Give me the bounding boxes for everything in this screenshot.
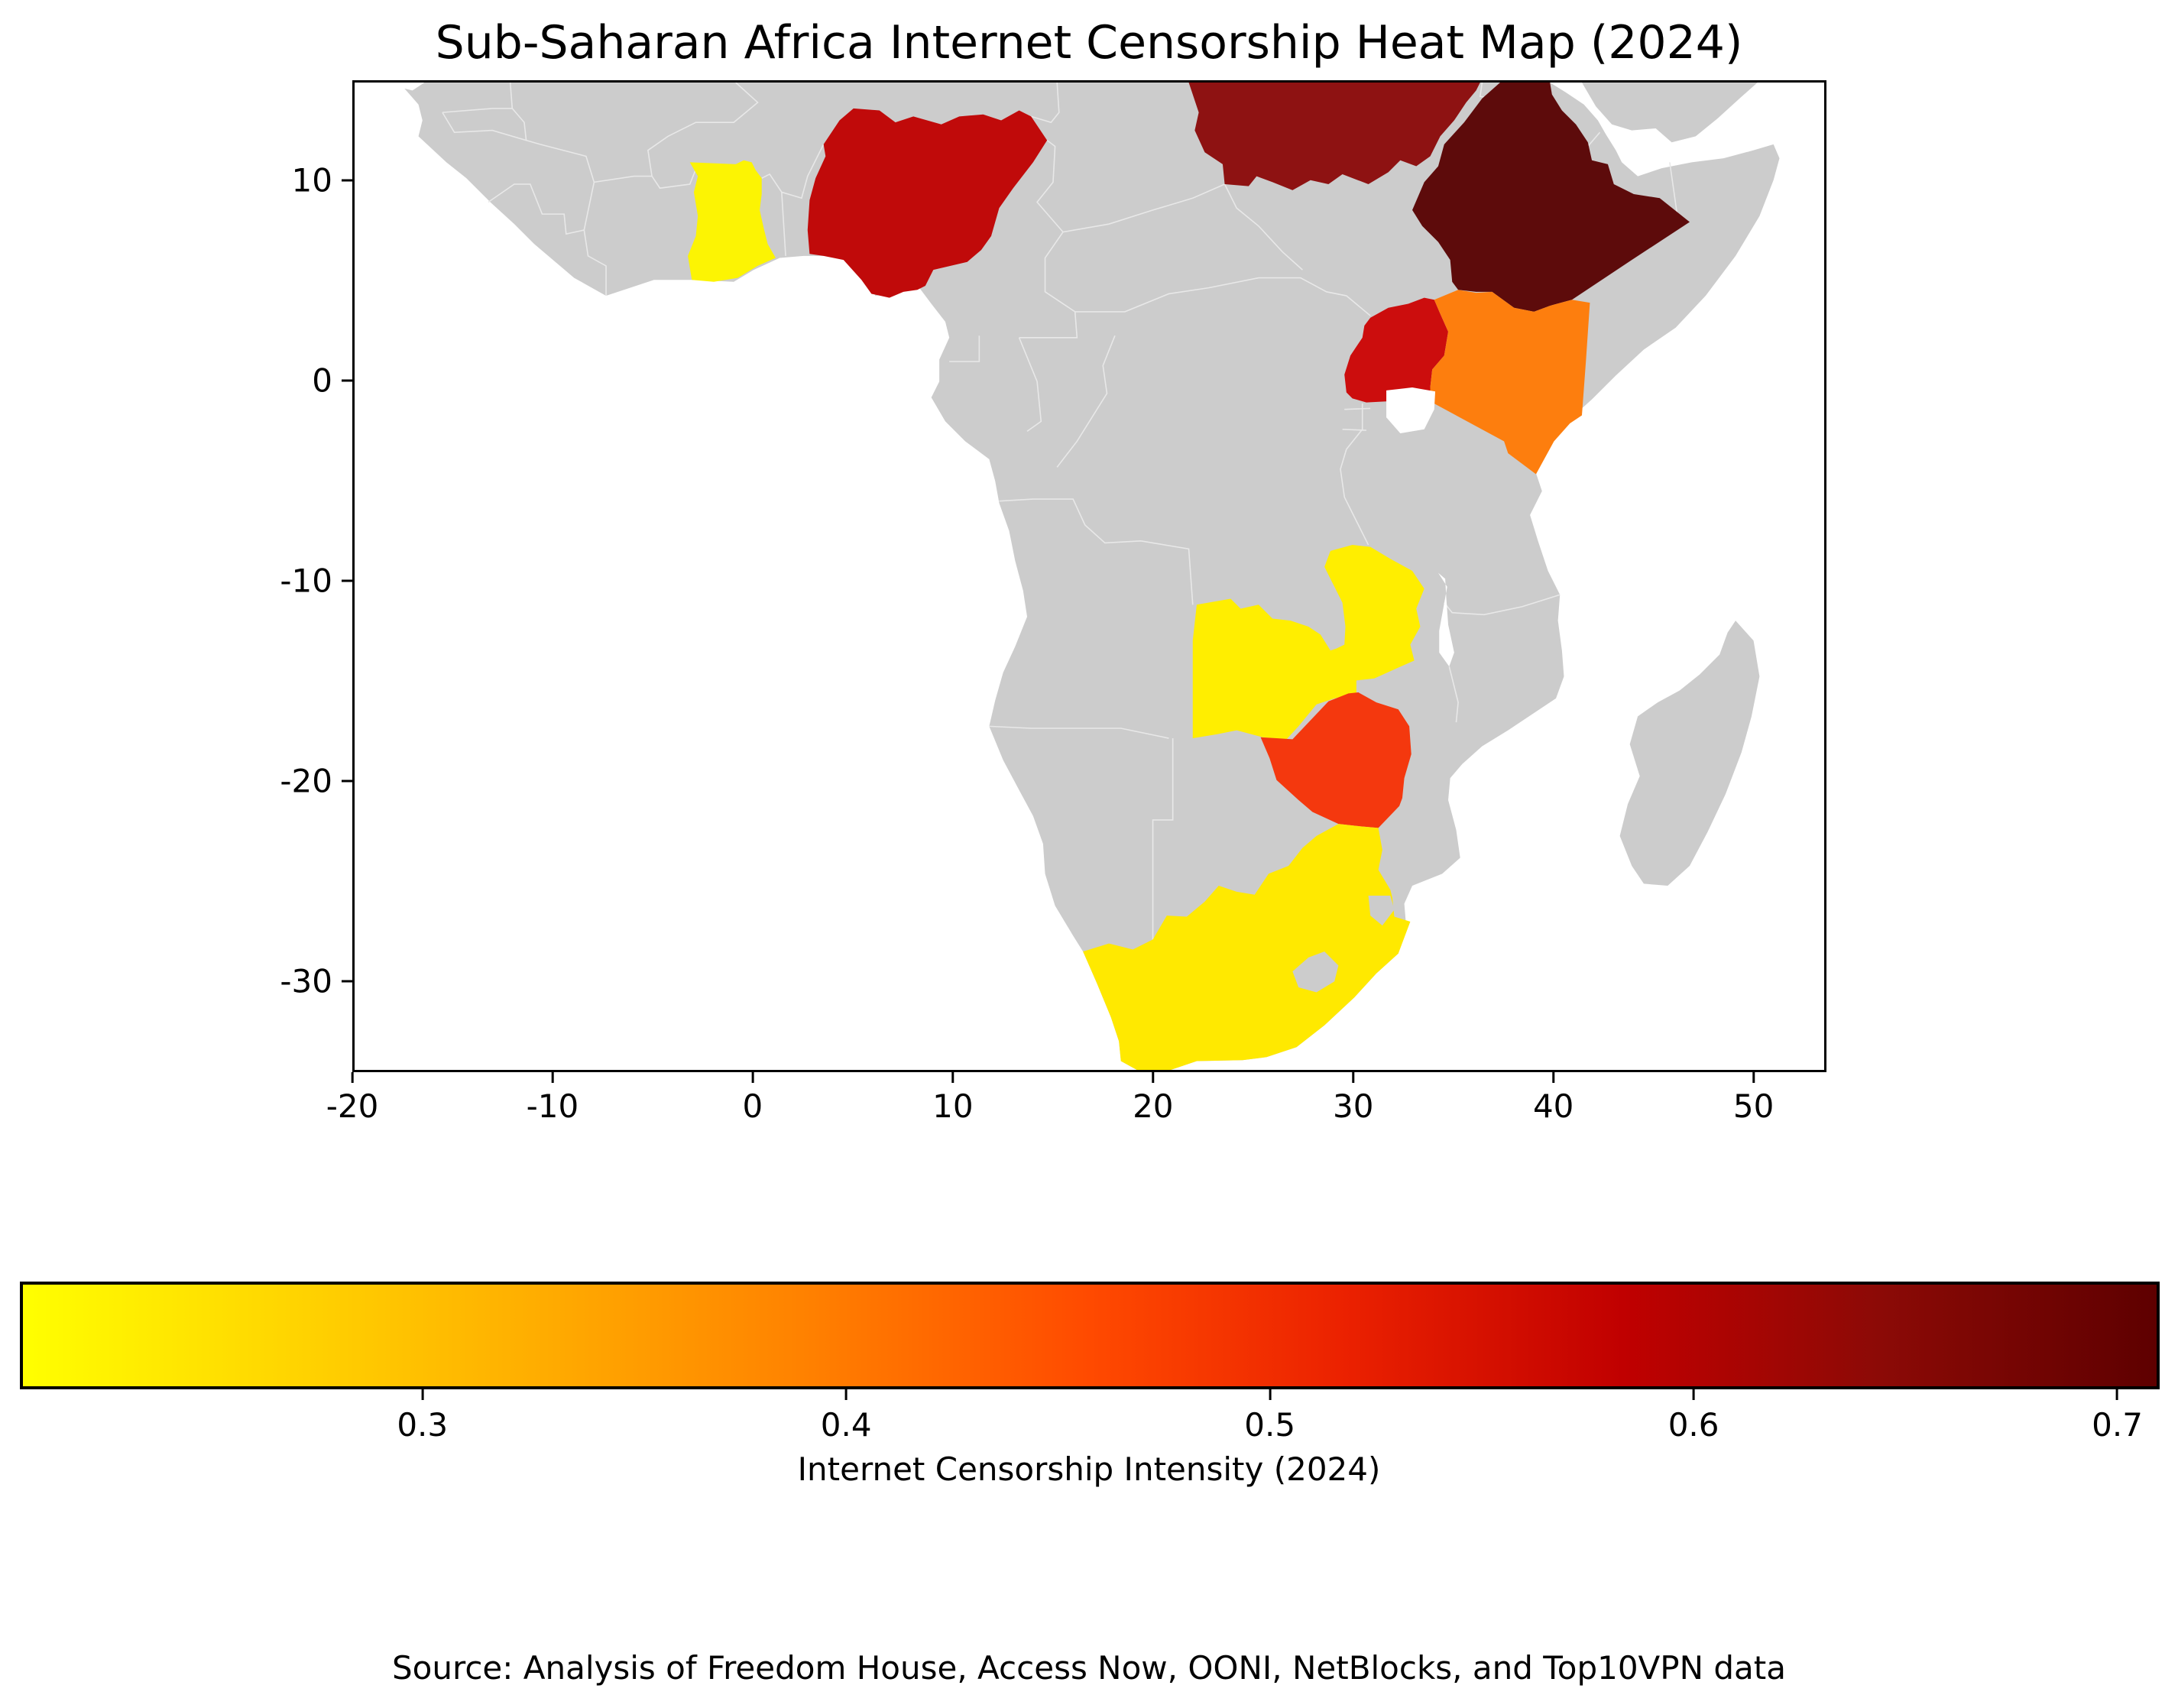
- colorbar-tick-mark: [844, 1389, 848, 1400]
- x-tick-mark: [1752, 1072, 1755, 1083]
- country-uganda: [1344, 297, 1449, 403]
- plot-area: [352, 80, 1826, 1072]
- x-tick: 20: [1133, 1072, 1174, 1125]
- lake-malawi: [1437, 572, 1454, 667]
- colorbar-tick: 0.6: [1668, 1389, 1719, 1444]
- y-tick-label: 0: [312, 361, 332, 400]
- y-tick-label: -20: [280, 762, 332, 800]
- y-tick-label: -10: [280, 562, 332, 600]
- colorbar-tick: 0.7: [2092, 1389, 2143, 1444]
- country-south-africa: [1083, 824, 1411, 1070]
- colorbar-tick-label: 0.7: [2092, 1406, 2143, 1444]
- source-note: Source: Analysis of Freedom House, Acces…: [392, 1649, 1786, 1687]
- country-kenya: [1430, 290, 1590, 475]
- country-nigeria: [807, 108, 1048, 298]
- arabia-landmass: [1581, 83, 1758, 143]
- x-tick: 40: [1533, 1072, 1574, 1125]
- country-borders: [442, 83, 1677, 948]
- x-tick: 30: [1333, 1072, 1373, 1125]
- x-tick: -10: [527, 1072, 579, 1125]
- country-ethiopia: [1412, 83, 1690, 312]
- colorbar-tick-label: 0.3: [397, 1406, 449, 1444]
- y-tick-mark: [342, 579, 352, 582]
- x-tick-mark: [1152, 1072, 1155, 1083]
- country-sudan: [1188, 83, 1480, 190]
- colorbar-tick-mark: [1692, 1389, 1695, 1400]
- x-axis: -20 -10 0 10 20 30 40 50: [326, 1072, 1826, 1149]
- x-tick-mark: [551, 1072, 554, 1083]
- country-zimbabwe: [1260, 692, 1411, 828]
- map-svg: [404, 83, 1780, 1070]
- eswatini: [1368, 896, 1395, 926]
- x-tick-label: -20: [326, 1087, 379, 1125]
- x-tick-label: 40: [1532, 1087, 1574, 1125]
- y-tick-mark: [342, 980, 352, 983]
- y-tick-label: -30: [280, 962, 332, 1000]
- colorbar-axis: 0.3 0.4 0.5 0.6 0.7: [20, 1389, 2160, 1473]
- x-tick: 50: [1733, 1072, 1774, 1125]
- y-axis: 10 0 -10 -20 -30: [0, 80, 352, 1072]
- madagascar: [1619, 621, 1760, 886]
- x-tick-label: 10: [932, 1087, 974, 1125]
- y-tick: 10: [292, 162, 352, 199]
- x-tick-label: 0: [742, 1087, 763, 1125]
- colorbar-tick: 0.4: [821, 1389, 872, 1444]
- colorbar-tick: 0.5: [1244, 1389, 1295, 1444]
- x-tick-label: 30: [1333, 1087, 1374, 1125]
- colorbar-tick-label: 0.5: [1244, 1406, 1296, 1444]
- x-tick-label: 20: [1133, 1087, 1174, 1125]
- x-tick-mark: [951, 1072, 954, 1083]
- colorbar-label: Internet Censorship Intensity (2024): [797, 1450, 1381, 1488]
- colorbar-gradient: [20, 1282, 2160, 1389]
- y-tick-label: 10: [291, 161, 332, 199]
- x-tick-label: 50: [1732, 1087, 1774, 1125]
- y-tick-mark: [342, 379, 352, 382]
- colorbar-tick-mark: [2116, 1389, 2119, 1400]
- colorbar-tick-mark: [421, 1389, 424, 1400]
- x-tick-mark: [1352, 1072, 1355, 1083]
- y-tick: -30: [280, 963, 352, 1000]
- lake-victoria: [1386, 387, 1436, 434]
- country-ghana: [688, 160, 776, 282]
- x-tick-mark: [1552, 1072, 1555, 1083]
- x-tick: 10: [932, 1072, 974, 1125]
- colorbar-tick-mark: [1269, 1389, 1272, 1400]
- y-tick: -10: [280, 562, 352, 600]
- y-tick-mark: [342, 779, 352, 783]
- y-tick-mark: [342, 179, 352, 182]
- colorbar-tick: 0.3: [397, 1389, 448, 1444]
- country-zambia: [1192, 545, 1424, 740]
- x-tick: 0: [743, 1072, 763, 1125]
- colorbar-tick-label: 0.4: [820, 1406, 872, 1444]
- x-tick-label: -10: [526, 1087, 579, 1125]
- x-tick-mark: [751, 1072, 754, 1083]
- lesotho: [1292, 951, 1339, 993]
- y-tick: 0: [312, 362, 352, 400]
- chart-title: Sub-Saharan Africa Internet Censorship H…: [435, 16, 1743, 70]
- x-tick-mark: [351, 1072, 354, 1083]
- colorbar-tick-label: 0.6: [1668, 1406, 1719, 1444]
- x-tick: -20: [326, 1072, 379, 1125]
- y-tick: -20: [280, 763, 352, 800]
